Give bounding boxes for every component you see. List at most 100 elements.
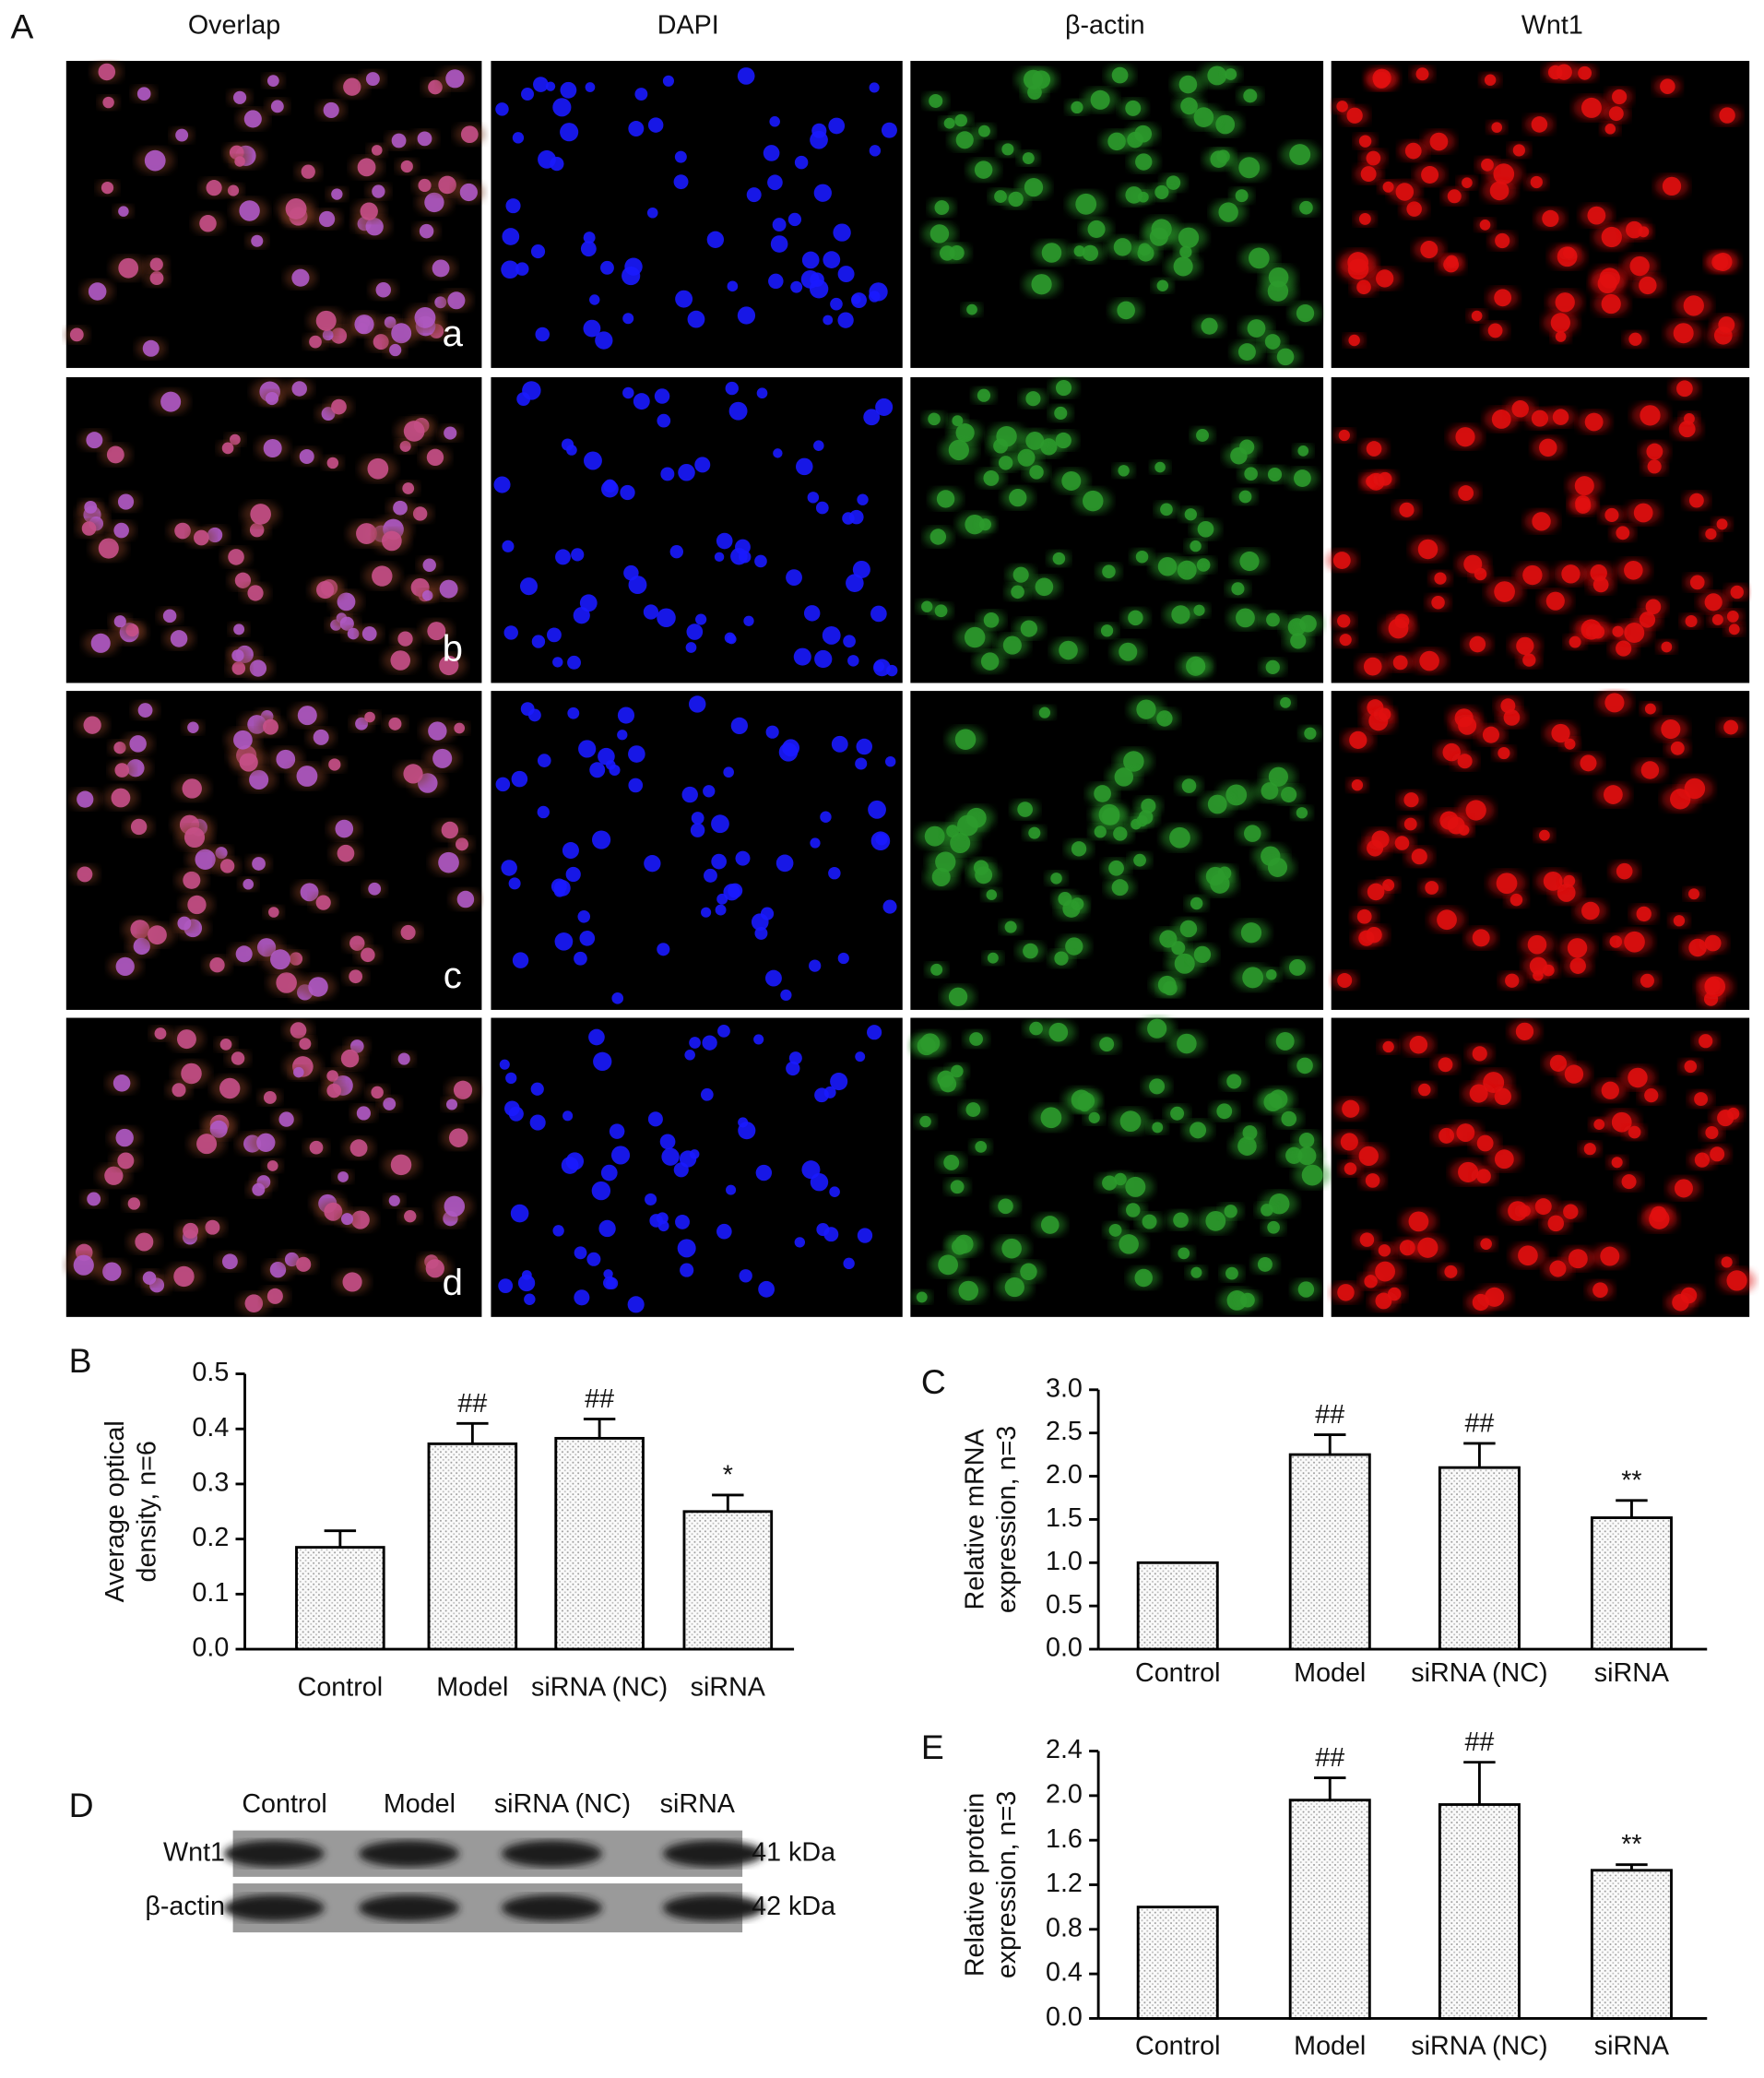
cell	[1149, 227, 1169, 246]
cell	[83, 716, 101, 734]
cell	[1296, 303, 1315, 323]
bar	[1288, 1799, 1371, 2020]
cell	[868, 800, 886, 819]
cell	[1476, 1169, 1491, 1184]
cell	[813, 440, 824, 451]
cell	[501, 860, 517, 876]
cell	[397, 631, 413, 647]
panel-label: E	[921, 1728, 944, 1766]
cell	[102, 1262, 122, 1281]
cell	[955, 131, 974, 149]
cell	[285, 198, 307, 220]
cell	[1495, 232, 1510, 249]
cell	[265, 391, 279, 406]
cell	[1684, 1060, 1698, 1074]
cell	[1216, 1103, 1233, 1120]
cell	[102, 96, 114, 109]
cell	[98, 63, 116, 81]
cell	[1029, 465, 1044, 480]
cell	[955, 423, 975, 443]
cell	[600, 1164, 618, 1181]
cell	[233, 90, 247, 104]
cell	[219, 1038, 232, 1051]
band	[501, 1840, 602, 1868]
cell	[1065, 937, 1083, 956]
cell	[703, 785, 716, 798]
cell	[1017, 802, 1033, 817]
significance: ##	[1315, 1400, 1344, 1430]
cell	[1640, 973, 1654, 988]
x-tick-label: Model	[1294, 2032, 1366, 2061]
cell	[250, 504, 271, 525]
cell	[820, 811, 832, 823]
cell	[234, 572, 252, 588]
cell	[1592, 1282, 1608, 1298]
cell	[1563, 874, 1576, 887]
cell	[1041, 243, 1062, 263]
cell	[515, 262, 529, 276]
cell	[1527, 934, 1547, 955]
cell	[937, 1070, 954, 1087]
cell	[296, 766, 318, 787]
cell	[1138, 810, 1154, 825]
cell	[811, 123, 827, 138]
cell	[349, 969, 363, 984]
cell	[1704, 593, 1723, 612]
cell	[578, 740, 597, 758]
cell	[1240, 1292, 1255, 1308]
cell	[1201, 317, 1218, 335]
cell	[727, 280, 739, 292]
cell	[160, 391, 182, 412]
cell	[1035, 577, 1054, 597]
cell	[1040, 1107, 1062, 1129]
cell	[1375, 1261, 1395, 1282]
cell	[723, 884, 740, 901]
cell	[1022, 152, 1035, 164]
cell	[1304, 727, 1317, 740]
cell	[219, 1077, 241, 1099]
cell	[219, 859, 235, 873]
cell	[706, 231, 725, 248]
cell	[403, 421, 425, 442]
cell	[875, 833, 888, 846]
cell	[627, 1296, 645, 1313]
cell	[1375, 1292, 1392, 1310]
bar	[1590, 1516, 1673, 1651]
cell	[1075, 193, 1097, 215]
cell	[790, 280, 803, 293]
cell	[323, 101, 339, 119]
cell	[843, 635, 856, 648]
cell	[1149, 1078, 1166, 1095]
cell	[1447, 189, 1462, 204]
cell	[206, 180, 222, 196]
cell	[1662, 176, 1682, 196]
cell	[823, 315, 834, 326]
cell	[1403, 817, 1417, 831]
cell	[183, 1222, 199, 1239]
cell	[1639, 276, 1657, 295]
cell	[1275, 1032, 1295, 1051]
cell	[231, 661, 246, 675]
cell	[1425, 881, 1439, 895]
y-tick-label: 0.3	[192, 1468, 229, 1498]
cell	[1498, 746, 1510, 760]
cell	[1471, 310, 1483, 322]
cell	[349, 1139, 368, 1158]
cell	[1480, 1238, 1492, 1250]
cell	[252, 1182, 266, 1196]
cell	[702, 1035, 717, 1051]
cell	[815, 501, 829, 515]
cell	[234, 156, 245, 167]
cell	[1157, 556, 1178, 576]
cell	[1587, 206, 1606, 225]
cell	[372, 565, 393, 587]
y-tick-label: 2.0	[1046, 1460, 1083, 1490]
y-tick-label: 0.2	[192, 1523, 229, 1552]
band-name: β-actin	[145, 1892, 225, 1921]
cell	[1020, 620, 1038, 637]
cell	[598, 1219, 616, 1238]
cell	[837, 266, 855, 283]
cell	[343, 77, 361, 96]
band	[663, 1840, 764, 1868]
cell	[609, 1123, 625, 1139]
